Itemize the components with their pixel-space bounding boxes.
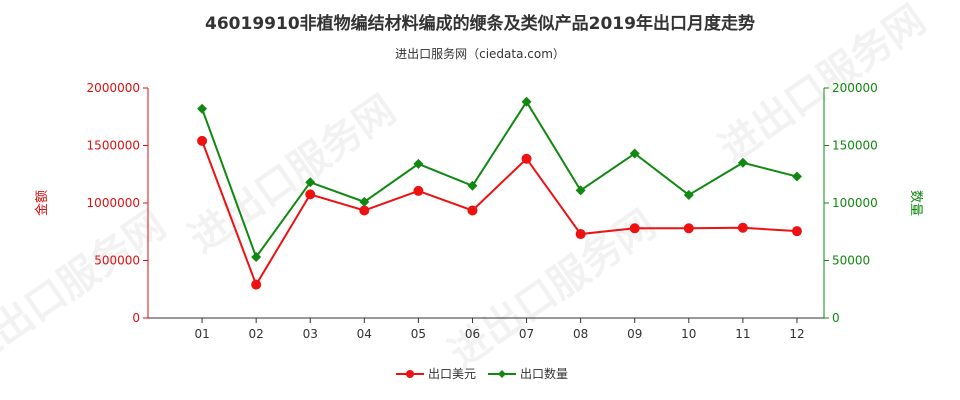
right-axis-tick-label: 150000 — [832, 139, 878, 153]
series-1-point — [251, 279, 262, 290]
legend: 出口美元 出口数量 — [396, 366, 568, 381]
series-2-point — [737, 157, 748, 168]
right-axis-label: 数量 — [908, 190, 923, 216]
series-layer — [197, 96, 802, 290]
series-2-point — [251, 252, 262, 263]
series-2-point — [197, 103, 208, 114]
left-axis-tick-label: 500000 — [94, 254, 140, 268]
series-1-point — [737, 222, 748, 233]
x-axis-tick-label: 01 — [194, 327, 209, 341]
series-1-point — [629, 223, 640, 234]
x-axis-tick-label: 12 — [789, 327, 804, 341]
left-axis-tick-label: 2000000 — [87, 81, 140, 95]
x-axis-tick-label: 08 — [573, 327, 588, 341]
series-2-point — [467, 180, 478, 191]
series-1-point — [467, 205, 478, 216]
x-axis-tick-label: 02 — [249, 327, 264, 341]
series-1-point — [575, 229, 586, 240]
series-1-point — [791, 226, 802, 237]
legend-label: 出口数量 — [520, 366, 568, 381]
series-line-1 — [201, 140, 798, 287]
x-axis-tick-label: 09 — [627, 327, 642, 341]
series-2-point — [359, 196, 370, 207]
series-1-point — [197, 135, 208, 146]
right-axis-tick-label: 0 — [832, 311, 840, 325]
x-axis-tick-label: 07 — [519, 327, 534, 341]
series-1-point — [413, 185, 424, 196]
left-axis-tick-label: 1000000 — [87, 196, 140, 210]
series-2-point — [683, 189, 694, 200]
right-axis-tick-label: 50000 — [832, 254, 870, 268]
series-2-point — [521, 96, 532, 107]
series-2-point — [791, 171, 802, 182]
x-axis-tick-label: 03 — [303, 327, 318, 341]
series-line-2 — [201, 99, 798, 260]
chart-subtitle: 进出口服务网（ciedata.com） — [395, 46, 565, 61]
series-2-point — [575, 185, 586, 196]
series-1-point — [359, 205, 370, 216]
left-axis-label: 金额 — [34, 190, 50, 216]
x-axis-tick-label: 11 — [735, 327, 750, 341]
legend-swatch-marker — [498, 370, 506, 378]
axes: 0 500000 1000000 1500000 2000000 金额 0 50000 1000… — [34, 81, 923, 341]
series-1-point — [683, 223, 694, 234]
series-2-point — [305, 177, 316, 188]
chart-title: 46019910非植物编结材料编成的缏条及类似产品2019年出口月度走势 — [205, 13, 755, 34]
x-axis-tick-label: 06 — [465, 327, 480, 341]
series-2-point — [629, 148, 640, 159]
legend-label: 出口美元 — [428, 367, 476, 381]
series-1-point — [305, 189, 316, 200]
right-axis-tick-label: 100000 — [832, 196, 878, 210]
x-axis-tick-label: 10 — [681, 327, 696, 341]
right-axis-tick-label: 200000 — [832, 81, 878, 95]
series-2-point — [413, 158, 424, 169]
left-axis-tick-label: 0 — [132, 311, 140, 325]
x-axis-tick-label: 04 — [357, 327, 372, 341]
x-axis-tick-label: 05 — [411, 327, 426, 341]
series-1-point — [521, 153, 532, 164]
left-axis-tick-label: 1500000 — [87, 139, 140, 153]
legend-swatch-marker — [406, 370, 414, 378]
